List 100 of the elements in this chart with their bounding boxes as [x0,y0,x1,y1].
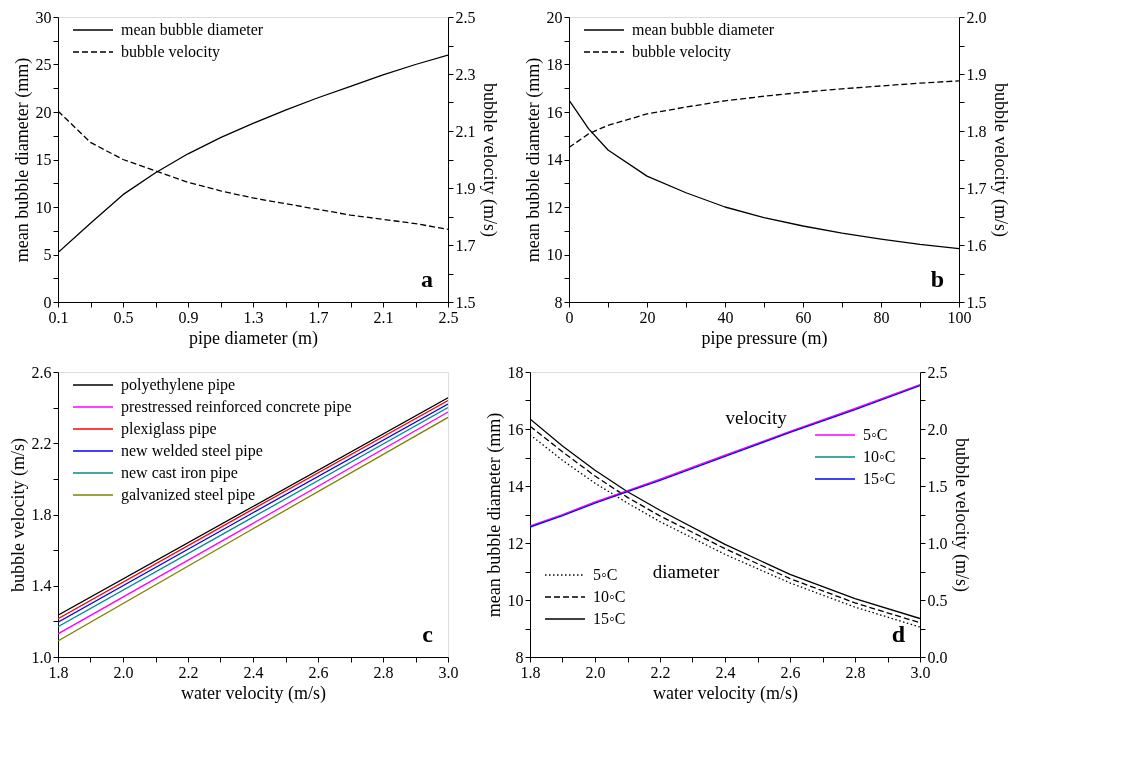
y-tick-label: 30 [35,8,52,26]
y-tick-label: 14 [546,151,563,168]
legend-label: 15◦C [863,470,896,487]
x-tick-label: 0.5 [113,308,134,326]
legend-label: bubble velocity [121,43,221,61]
x-axis-title: water velocity (m/s) [653,682,798,704]
y2-tick-label: 2.3 [455,65,476,83]
y-axis-title: mean bubble diameter (mm) [11,57,33,263]
x-tick-label: 1.8 [520,663,541,681]
y2-tick-label: 2.0 [927,420,948,438]
y-tick-label: 18 [546,56,563,73]
y-tick-label: 10 [35,198,52,216]
legend-label: polyethylene pipe [121,376,236,394]
y-tick-label: 0 [43,293,52,311]
legend-label: 15◦C [593,610,626,627]
legend-label: new welded steel pipe [121,442,263,460]
x-axis-title: water velocity (m/s) [181,682,326,704]
x-tick-label: 0.1 [48,308,69,326]
annotation: b [930,266,944,292]
y2-tick-label: 2.1 [455,122,476,140]
y2-tick-label: 1.5 [455,293,476,311]
legend-label: 5◦C [863,426,888,443]
y2-tick-label: 1.9 [455,179,476,197]
y-tick-label: 25 [35,56,52,73]
y-tick-label: 16 [546,103,563,121]
y-tick-label: 12 [507,534,524,552]
y-tick-label: 2.2 [31,434,52,452]
x-tick-label: 2.8 [373,663,394,681]
x-tick-label: 2.6 [780,663,801,681]
y-tick-label: 14 [507,477,524,495]
legend-label: prestressed reinforced concrete pipe [121,398,352,416]
x-tick-label: 2.1 [373,308,394,326]
y2-tick-label: 1.5 [966,293,987,311]
y-axis-title: mean bubble diameter (mm) [483,412,505,618]
x-tick-label: 3.0 [438,663,459,681]
legend-label: mean bubble diameter [632,21,775,38]
y-tick-label: 1.4 [31,577,52,595]
legend-label: new cast iron pipe [121,464,238,482]
annotation: c [422,621,434,647]
y-tick-label: 12 [546,198,563,216]
x-tick-label: 2.2 [650,663,671,681]
y-tick-label: 18 [507,363,524,381]
legend-label: 10◦C [593,588,626,605]
x-tick-label: 2.5 [438,308,459,326]
x-tick-label: 2.4 [243,663,264,681]
y-tick-label: 8 [554,293,563,311]
y-tick-label: 8 [515,648,524,666]
x-tick-label: 0 [565,308,574,326]
y-axis-title: mean bubble diameter (mm) [522,57,544,263]
x-tick-label: 20 [639,308,656,326]
y-tick-label: 15 [35,151,52,168]
y2-tick-label: 1.0 [927,534,948,552]
x-tick-label: 2.4 [715,663,736,681]
annotation: velocity [725,406,788,428]
y-tick-label: 10 [546,246,563,263]
legend-label: galvanized steel pipe [121,486,256,504]
x-tick-label: 2.0 [113,663,134,681]
x-tick-label: 1.3 [243,308,264,326]
x-tick-label: 100 [947,308,972,326]
y2-tick-label: 1.8 [966,122,987,140]
legend-label: 10◦C [863,448,896,465]
y-tick-label: 1.8 [31,506,52,523]
y2-tick-label: 0.5 [927,591,948,609]
x-tick-label: 2.2 [178,663,199,681]
y2-tick-label: 2.0 [966,8,987,26]
x-tick-label: 0.9 [178,308,199,326]
x-tick-label: 60 [795,308,812,326]
y2-tick-label: 1.7 [455,236,476,254]
x-tick-label: 80 [873,308,890,326]
x-tick-label: 40 [717,308,734,326]
x-tick-label: 2.8 [845,663,866,681]
legend-label: mean bubble diameter [121,21,264,38]
y2-axis-title: bubble velocity (m/s) [950,438,972,592]
y2-tick-label: 1.7 [966,179,987,197]
y2-tick-label: 2.5 [455,8,476,26]
y2-axis-title: bubble velocity (m/s) [478,83,500,237]
y-tick-label: 20 [35,103,52,121]
y-tick-label: 16 [507,420,524,438]
y2-tick-label: 0.0 [927,648,948,666]
y2-axis-title: bubble velocity (m/s) [989,83,1011,237]
annotation: diameter [652,560,720,582]
y-axis-title: bubble velocity (m/s) [7,438,29,592]
x-tick-label: 2.6 [308,663,329,681]
x-tick-label: 3.0 [910,663,931,681]
x-tick-label: 2.0 [585,663,606,681]
y-tick-label: 20 [546,8,563,26]
y-tick-label: 2.6 [31,363,52,381]
y2-tick-label: 2.5 [927,363,948,381]
legend-label: plexiglass pipe [121,420,217,438]
y-tick-label: 1.0 [31,648,52,666]
annotation: d [891,621,906,647]
y-tick-label: 10 [507,591,524,609]
y-tick-label: 5 [43,246,52,263]
y2-tick-label: 1.5 [927,477,948,495]
x-axis-title: pipe diameter (m) [189,327,318,349]
y2-tick-label: 1.9 [966,65,987,83]
legend-label: bubble velocity [632,43,732,61]
x-axis-title: pipe pressure (m) [701,327,828,349]
y2-tick-label: 1.6 [966,236,987,254]
x-tick-label: 1.7 [308,308,329,326]
